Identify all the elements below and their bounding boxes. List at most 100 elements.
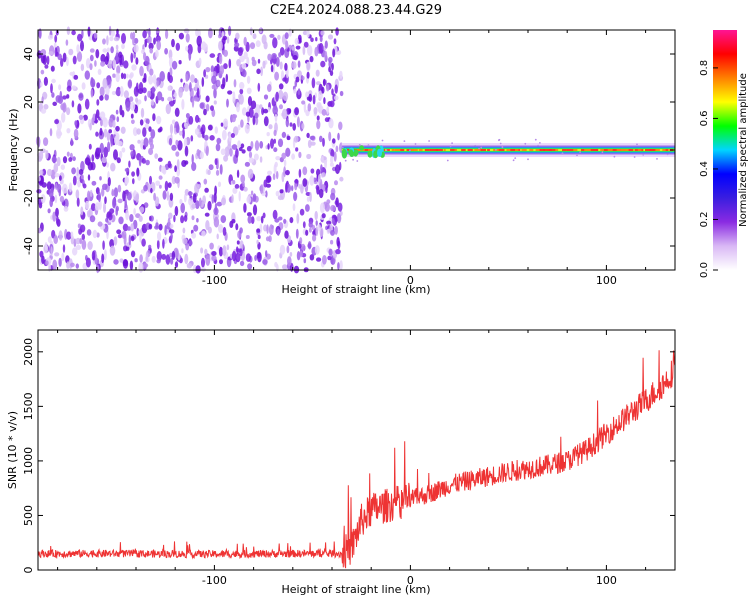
noise-blob (115, 89, 121, 96)
noise-blob (259, 104, 263, 109)
noise-blob (322, 78, 326, 87)
noise-blob (339, 176, 344, 182)
noise-blob (308, 227, 312, 233)
noise-blob (58, 230, 63, 241)
noise-blob (117, 184, 122, 193)
noise-blob (278, 89, 284, 100)
noise-blob (51, 156, 57, 164)
noise-blob (140, 107, 145, 118)
noise-blob (294, 179, 299, 184)
y-tick-label: -20 (22, 189, 35, 207)
spectrogram-y-ticks: -40 -20 0 20 40 (22, 47, 675, 255)
noise-blob (339, 90, 344, 97)
noise-blob (222, 35, 227, 41)
signal-speck (501, 146, 504, 149)
x-tick-label: -100 (202, 274, 227, 287)
noise-blob (126, 73, 129, 79)
noise-blob (121, 230, 127, 239)
noise-blob (250, 190, 254, 196)
noise-blob (66, 26, 71, 35)
noise-blob (274, 113, 278, 123)
noise-blob (62, 95, 67, 100)
noise-blob (242, 181, 245, 188)
noise-blob (335, 248, 341, 255)
noise-blob (75, 189, 80, 199)
noise-blob (82, 183, 87, 189)
x-tick-label: -100 (202, 574, 227, 587)
noise-blob (317, 224, 321, 232)
noise-blob (175, 139, 179, 146)
signal-core (607, 149, 615, 151)
x-tick-label: 100 (596, 574, 617, 587)
noise-blob (149, 175, 152, 185)
noise-blob (305, 229, 309, 236)
noise-blob (103, 128, 108, 138)
noise-blob (315, 226, 319, 237)
noise-blob (103, 249, 107, 261)
noise-blob (84, 70, 91, 80)
noise-blob (177, 140, 183, 151)
noise-blob (184, 253, 189, 265)
noise-blob (281, 108, 288, 120)
signal-speck (527, 158, 529, 161)
noise-blob (190, 74, 195, 83)
colorbar-tick-label: 0.6 (699, 110, 710, 126)
noise-blob (207, 124, 213, 131)
noise-blob (274, 218, 280, 223)
noise-blob (283, 159, 287, 167)
signal-core (628, 149, 634, 151)
noise-blob (270, 64, 274, 73)
noise-blob (246, 75, 251, 84)
noise-blob (229, 148, 233, 157)
noise-blob (223, 49, 229, 57)
signal-core (424, 149, 430, 151)
noise-blob (331, 217, 335, 225)
noise-blob (56, 128, 62, 139)
signal-speck (381, 139, 384, 142)
signal-core (487, 149, 490, 151)
noise-blob (298, 37, 302, 43)
noise-blob (248, 107, 254, 118)
noise-blob (184, 145, 189, 157)
noise-blob (99, 86, 105, 97)
signal-wobble (377, 148, 382, 157)
noise-blob (317, 173, 321, 184)
noise-blob (209, 135, 215, 141)
noise-blob (234, 184, 240, 189)
noise-blob (257, 251, 262, 263)
noise-blob (279, 104, 283, 110)
noise-blob (243, 203, 247, 213)
noise-blob (145, 118, 150, 125)
noise-blob (110, 46, 114, 54)
noise-blob (329, 162, 334, 167)
noise-blob (225, 73, 228, 83)
noise-blob (211, 255, 217, 262)
signal-core (566, 149, 575, 151)
noise-blob (62, 183, 68, 194)
noise-blob (39, 169, 44, 176)
y-tick-label: 1000 (22, 447, 35, 475)
noise-blob (330, 192, 336, 201)
noise-blob (214, 126, 218, 134)
noise-blob (130, 101, 136, 111)
noise-blob (199, 102, 205, 109)
noise-blob (168, 100, 175, 107)
noise-blob (78, 92, 84, 101)
noise-blob (181, 98, 185, 110)
noise-blob (311, 77, 316, 89)
noise-blob (302, 178, 308, 187)
noise-blob (80, 206, 84, 216)
noise-blob (204, 187, 209, 193)
noise-blob (285, 40, 289, 50)
signal-core (368, 149, 374, 151)
noise-blob (110, 29, 115, 37)
noise-blob (226, 244, 230, 251)
noise-blob (195, 114, 200, 123)
noise-blob (314, 245, 320, 255)
noise-blob (70, 231, 74, 239)
noise-blob (96, 264, 100, 274)
signal-speck (403, 140, 406, 143)
noise-blob (75, 237, 81, 245)
noise-blob (265, 175, 271, 184)
noise-blob (314, 210, 318, 221)
